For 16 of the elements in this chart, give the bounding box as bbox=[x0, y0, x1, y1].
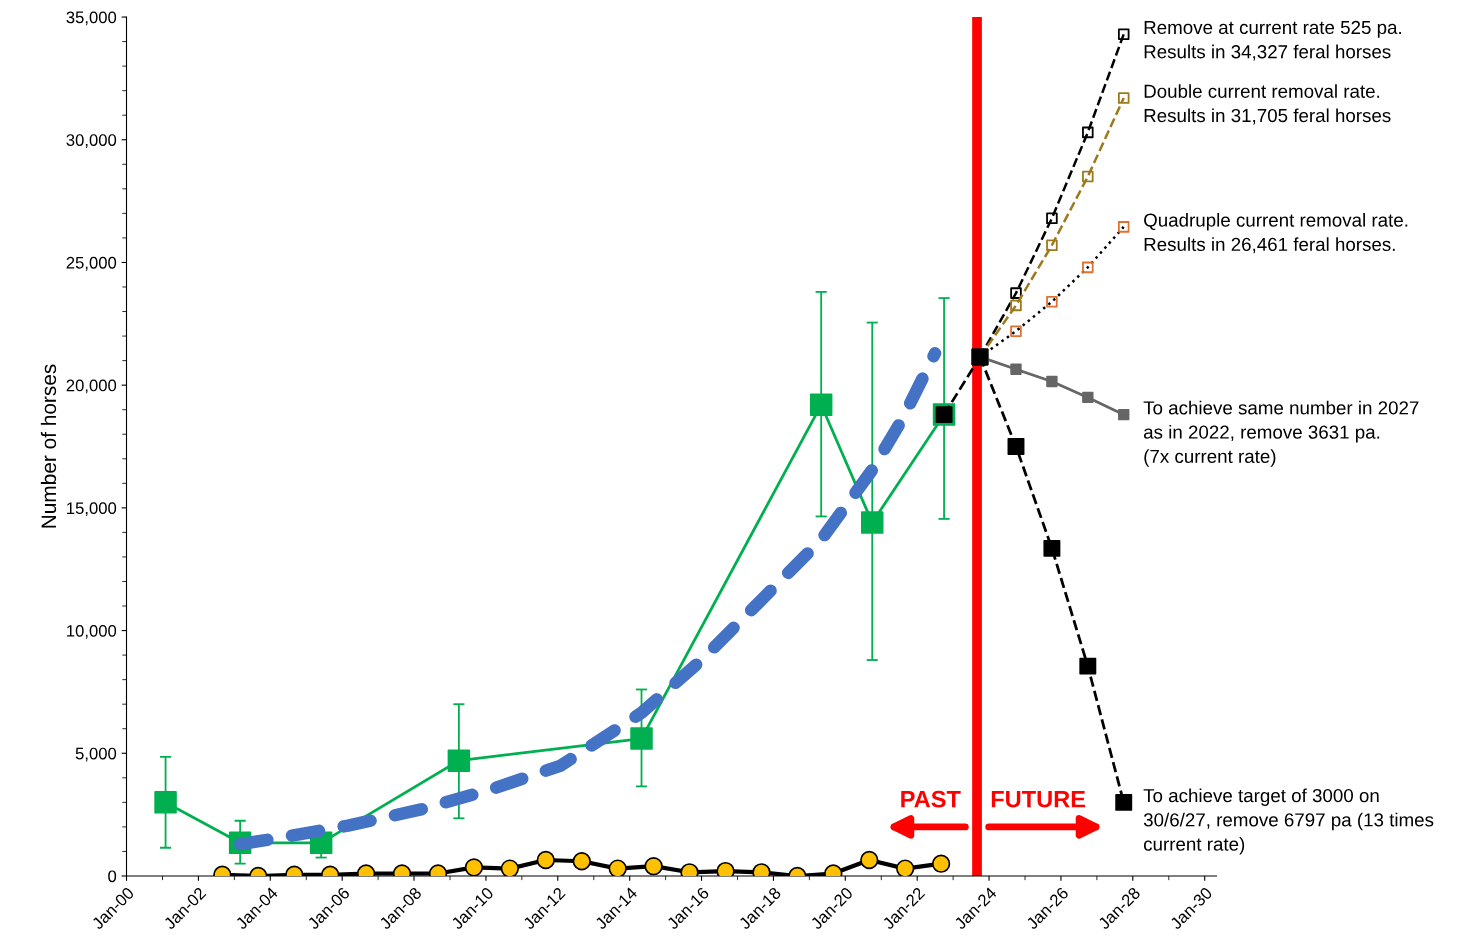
annotation: FUTURE bbox=[991, 791, 1086, 808]
annotation: Double current removal rate. Results in 31,705 feral horses bbox=[1144, 84, 1391, 125]
y-tick-label: 10,000 bbox=[67, 624, 117, 639]
annotation: Quadruple current removal rate. Results in 26,461 feral horses. bbox=[1144, 212, 1408, 254]
y-tick-label: 0 bbox=[108, 870, 117, 883]
annotation: PAST bbox=[901, 790, 961, 808]
y-tick-label: 30,000 bbox=[66, 134, 117, 148]
y-tick-label: 15,000 bbox=[67, 502, 117, 517]
y-tick-label: 5,000 bbox=[75, 747, 117, 762]
y-tick-label: 35,000 bbox=[66, 11, 117, 26]
y-tick-label: 20,000 bbox=[66, 379, 117, 394]
y-tick-label: 25,000 bbox=[66, 256, 117, 271]
annotation: To achieve same number in 2027 as in 2022, remove 3631 pa. (7x current rate) bbox=[1143, 400, 1419, 467]
y-axis-title: Number of horses bbox=[40, 364, 57, 528]
annotation: To achieve target of 3000 on 30/6/27, remove 6797 pa (13 times current rate) bbox=[1143, 788, 1434, 855]
annotation: Remove at current rate 525 pa. Results in 34,327 feral horses bbox=[1144, 20, 1401, 61]
